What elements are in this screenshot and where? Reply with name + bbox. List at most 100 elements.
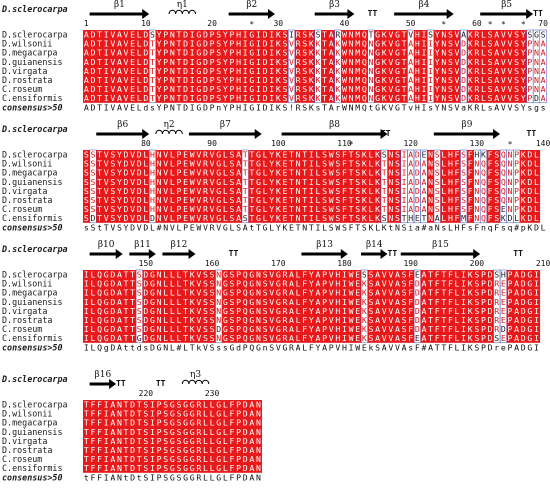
residue: Q (97, 270, 102, 280)
residue: E (130, 48, 135, 58)
residue: I (84, 306, 89, 316)
residue: Y (157, 30, 162, 40)
residue: T (302, 150, 307, 160)
residue: T (177, 30, 182, 40)
residue: P (236, 288, 241, 298)
residue: S (541, 30, 546, 40)
residue: F (90, 436, 95, 446)
residue: V (388, 315, 393, 325)
residue: S (229, 306, 234, 316)
conserved-column (188, 270, 196, 343)
consensus-residue: S (236, 223, 241, 233)
residue: D (137, 168, 142, 178)
residue: Q (362, 93, 367, 103)
consensus-residue: L (177, 223, 182, 233)
residue: V (210, 168, 215, 178)
residue: I (256, 84, 261, 94)
residue: V (110, 39, 115, 49)
residue: G (216, 409, 221, 419)
conserved-column (83, 150, 90, 223)
residue: D (415, 306, 420, 316)
species-name: C.ensiformis (2, 93, 63, 103)
consensus-residue: V (110, 223, 115, 233)
residue: Q (362, 39, 367, 49)
residue: F (455, 168, 460, 178)
residue: A (375, 324, 380, 334)
residue: G (150, 315, 155, 325)
consensus-residue: G (196, 103, 201, 113)
residue: L (223, 186, 228, 196)
residue: G (190, 454, 195, 464)
residue: R (196, 400, 201, 410)
residue: P (481, 306, 486, 316)
residue: V (388, 306, 393, 316)
residue: N (256, 427, 261, 437)
residue: N (474, 168, 479, 178)
residue: F (97, 418, 102, 428)
residue: T (289, 186, 294, 196)
residue: V (508, 39, 513, 49)
residue: Q (481, 204, 486, 214)
residue: G (170, 436, 175, 446)
residue: N (441, 93, 446, 103)
residue: T (137, 454, 142, 464)
residue: R (474, 75, 479, 85)
residue: G (150, 288, 155, 298)
residue: G (196, 39, 201, 49)
residue: S (369, 324, 374, 334)
conserved-column (235, 270, 243, 343)
residue: F (455, 159, 460, 169)
residue: I (342, 324, 347, 334)
consensus-residue: V (137, 223, 142, 233)
residue: N (474, 186, 479, 196)
residue: V (210, 159, 215, 169)
residue: T (84, 463, 89, 473)
residue: S (110, 204, 115, 214)
residue: R (494, 288, 499, 298)
consensus-residue: N (441, 103, 446, 113)
residue: S (474, 324, 479, 334)
residue: L (163, 315, 168, 325)
consensus-residue: V (170, 223, 175, 233)
residue: G (249, 30, 254, 40)
consensus-residue: a (461, 103, 466, 113)
conserved-column (122, 150, 130, 223)
residue: S (474, 279, 479, 289)
conserved-column (188, 30, 196, 103)
residue: Q (243, 288, 248, 298)
residue: S (137, 315, 142, 325)
residue: V (501, 66, 506, 76)
residue: L (170, 315, 175, 325)
residue: R (494, 279, 499, 289)
residue: G (150, 324, 155, 334)
residue: I (534, 270, 539, 280)
residue: K (309, 93, 314, 103)
residue: S (448, 30, 453, 40)
consensus-residue: I (534, 343, 539, 353)
residue: M (355, 57, 360, 67)
consensus-residue: d (143, 103, 148, 113)
residue: G (223, 306, 228, 316)
residue: L (441, 177, 446, 187)
residue: P (508, 297, 513, 307)
residue: D (263, 93, 268, 103)
conserved-column (142, 30, 150, 103)
consensus-residue: G (170, 473, 175, 483)
residue: K (382, 57, 387, 67)
residue: D (501, 324, 506, 334)
residue: L (316, 213, 321, 223)
residue: S (282, 93, 287, 103)
consensus-residue: P (236, 473, 241, 483)
residue: Y (269, 213, 274, 223)
consensus-residue: Y (435, 103, 440, 113)
residue: I (402, 177, 407, 187)
residue: S (514, 84, 519, 94)
residue: P (481, 270, 486, 280)
consensus-residue: D (203, 103, 208, 113)
residue: L (369, 159, 374, 169)
consensus-residue: S (117, 223, 122, 233)
residue: L (163, 324, 168, 334)
consensus-residue: M (355, 103, 360, 113)
residue: K (375, 168, 380, 178)
